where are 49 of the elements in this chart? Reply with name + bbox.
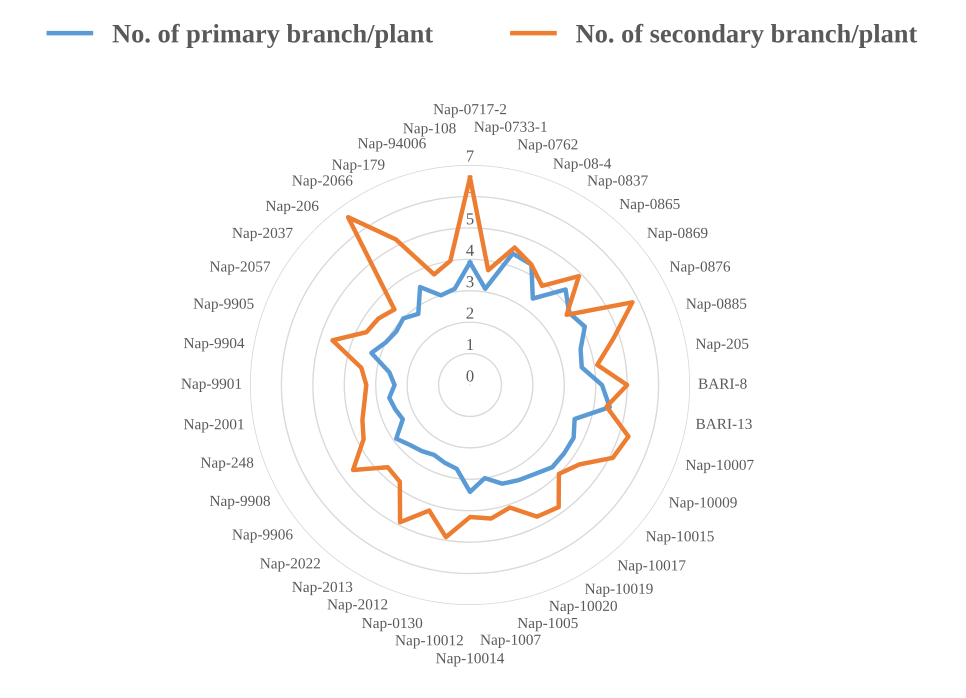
spoke-label: Nap-10015 <box>646 531 714 545</box>
spoke-label: Nap-10020 <box>549 600 618 614</box>
spoke-label: Nap-1005 <box>518 618 578 632</box>
spoke-label: Nap-10009 <box>669 497 737 511</box>
spoke-label: BARI-8 <box>698 378 747 389</box>
spoke-label: Nap-2012 <box>327 599 388 613</box>
spoke-label: Nap-10019 <box>585 584 653 597</box>
spoke-label: Nap-94006 <box>358 138 426 152</box>
y-tick-label: 4 <box>466 244 474 256</box>
spoke-label: BARI-13 <box>696 418 752 430</box>
spoke-label: Nap-0762 <box>518 139 578 153</box>
spoke-label: Nap-0717-2 <box>434 104 506 118</box>
spoke-label: Nap-9904 <box>184 338 244 352</box>
spoke-label: Nap-10007 <box>686 460 754 474</box>
spoke-label: Nap-206 <box>266 200 318 214</box>
legend-label: No. of primary branch/plant <box>112 24 434 48</box>
spoke-label: Nap-0837 <box>588 175 648 189</box>
spoke-label: Nap-0733-1 <box>474 122 547 135</box>
spoke-label: Nap-10014 <box>436 653 504 666</box>
spoke-label: Nap-2057 <box>210 261 270 275</box>
spoke-label: Nap-248 <box>200 457 254 471</box>
y-tick-label: 5 <box>466 213 474 224</box>
spoke-label: Nap-2001 <box>184 419 244 432</box>
spoke-label: Nap-10012 <box>395 635 463 649</box>
y-tick-label: 0 <box>466 370 474 382</box>
spoke-label: Nap-9901 <box>181 378 242 392</box>
spoke-label: Nap-1007 <box>480 634 541 648</box>
spoke-label: Nap-2013 <box>292 582 352 596</box>
y-tick-label: 1 <box>467 339 474 350</box>
spoke-label: Nap-0876 <box>670 261 730 275</box>
spoke-label: Nap-08-4 <box>553 158 612 172</box>
spoke-label: Nap-0869 <box>647 228 708 242</box>
spoke-label: Nap-205 <box>696 338 748 352</box>
spoke-label: Nap-2066 <box>292 175 352 189</box>
spoke-label: Nap-2022 <box>260 558 320 572</box>
spoke-label: Nap-0865 <box>620 198 680 212</box>
spoke-label: Nap-9906 <box>232 529 293 543</box>
spoke-label: Nap-9908 <box>210 496 270 510</box>
spoke-label: Nap-0885 <box>686 298 746 312</box>
y-tick-label: 2 <box>466 308 474 319</box>
legend-label: No. of secondary branch/plant <box>576 24 918 48</box>
spoke-label: Nap-9905 <box>194 298 254 312</box>
y-tick-label: 3 <box>466 276 474 288</box>
spoke-label: Nap-108 <box>403 123 456 137</box>
spoke-label: Nap-10017 <box>618 560 686 574</box>
spoke-label: Nap-179 <box>332 159 384 173</box>
spoke-label: Nap-2037 <box>232 228 293 242</box>
spoke-label: Nap-0130 <box>362 618 422 632</box>
y-tick-label: 7 <box>466 150 474 162</box>
